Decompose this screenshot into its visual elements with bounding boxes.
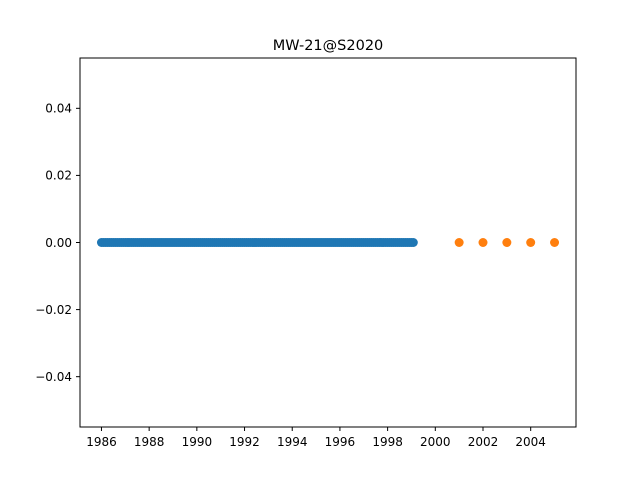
x-tick-label: 1988 xyxy=(134,435,165,449)
x-tick-label: 2000 xyxy=(420,435,451,449)
x-tick-label: 1990 xyxy=(182,435,213,449)
data-point xyxy=(454,238,464,247)
data-point xyxy=(408,238,418,247)
y-tick-label: 0.00 xyxy=(45,236,72,250)
series-2 xyxy=(454,238,560,247)
series-layer xyxy=(96,238,560,247)
x-tick-label: 1994 xyxy=(277,435,308,449)
axes-layer: 1986 1988 1990 1992 1994 1996 1998 2000 2002 2004… xyxy=(35,102,546,449)
data-point xyxy=(526,238,536,247)
x-tick-label: 2004 xyxy=(515,435,546,449)
x-tick-label: 1998 xyxy=(372,435,403,449)
x-tick-label: 1996 xyxy=(325,435,356,449)
data-point xyxy=(550,238,560,247)
x-tick-label: 1986 xyxy=(86,435,117,449)
x-tick-label: 2002 xyxy=(468,435,499,449)
data-point xyxy=(478,238,488,247)
data-point xyxy=(502,238,512,247)
y-tick-label: −0.02 xyxy=(35,303,72,317)
y-tick-label: 0.02 xyxy=(45,169,72,183)
plot-frame xyxy=(79,57,577,428)
series-1 xyxy=(96,238,418,247)
y-tick-label: 0.04 xyxy=(45,102,72,116)
chart-title: MW-21@S2020 xyxy=(273,38,384,54)
y-tick-label: −0.04 xyxy=(35,370,72,384)
x-tick-label: 1992 xyxy=(229,435,260,449)
